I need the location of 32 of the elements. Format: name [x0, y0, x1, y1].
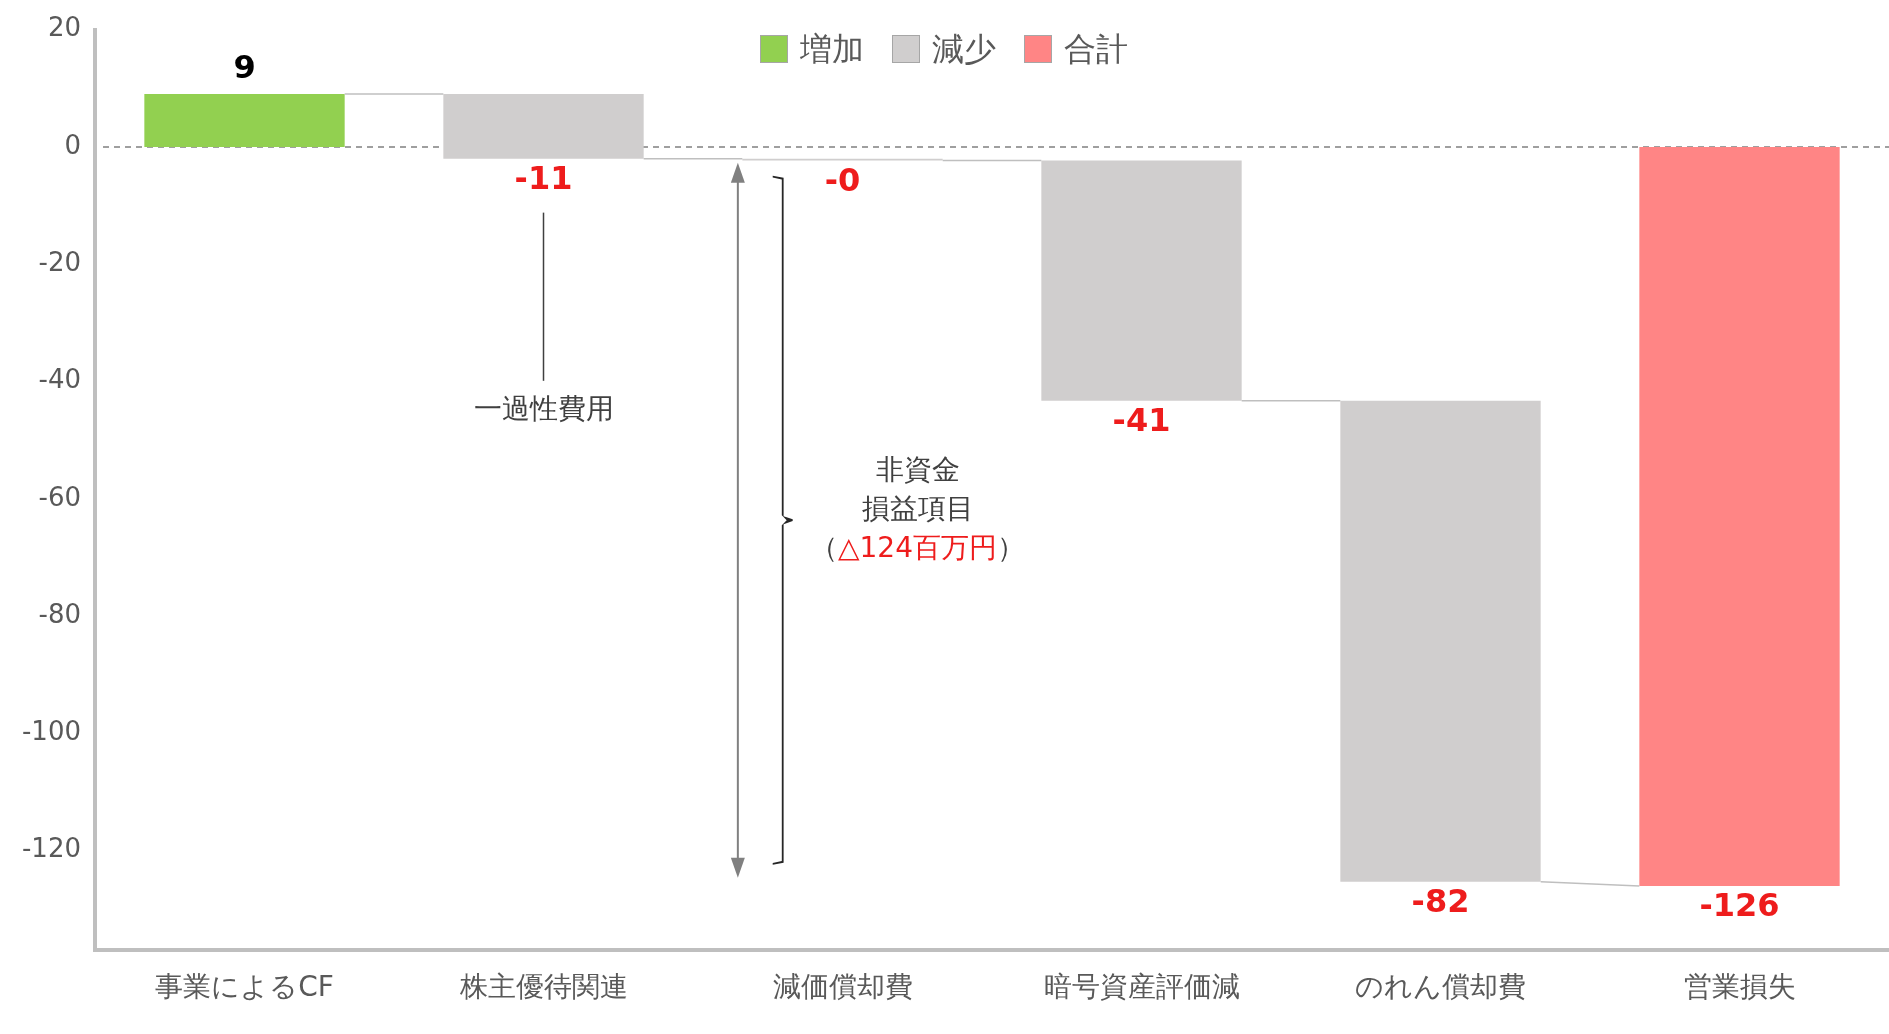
bar — [144, 94, 345, 147]
text: -0 — [824, 160, 861, 199]
y-tick-label: -80 — [38, 598, 82, 629]
bar — [1041, 160, 1242, 401]
text: -82 — [1411, 882, 1470, 921]
text: -41 — [1112, 401, 1171, 440]
legend-label: 合計 — [1063, 29, 1128, 70]
x-tick-label: 事業によるCF — [155, 970, 334, 1004]
text: 9 — [233, 48, 256, 87]
bar — [443, 94, 644, 159]
y-tick-label: -100 — [21, 716, 82, 747]
y-tick-label: 0 — [64, 129, 82, 160]
y-tick-label: 20 — [47, 12, 82, 43]
annotation: 非資金 — [875, 452, 960, 486]
annotation: 損益項目 — [861, 491, 974, 525]
annotation: 一過性費用 — [473, 392, 614, 426]
y-tick-label: -20 — [38, 246, 82, 277]
text: -11 — [514, 158, 573, 197]
x-tick-label: 減価償却費 — [772, 970, 913, 1004]
x-tick-label: 暗号資産評価減 — [1043, 970, 1240, 1004]
x-tick-label: 株主優待関連 — [458, 970, 628, 1004]
y-tick-label: -120 — [21, 833, 82, 864]
x-tick-label: 営業損失 — [1683, 970, 1796, 1004]
x-tick-label: のれん償却費 — [1355, 970, 1526, 1004]
y-tick-label: -60 — [38, 481, 82, 512]
annotation: （△124百万円） — [810, 530, 1025, 564]
bar — [1340, 400, 1541, 882]
legend-label: 減少 — [931, 29, 996, 70]
legend-label: 増加 — [799, 29, 864, 70]
y-tick-label: -40 — [38, 364, 82, 395]
bar — [1639, 146, 1840, 886]
text: -126 — [1699, 886, 1780, 925]
